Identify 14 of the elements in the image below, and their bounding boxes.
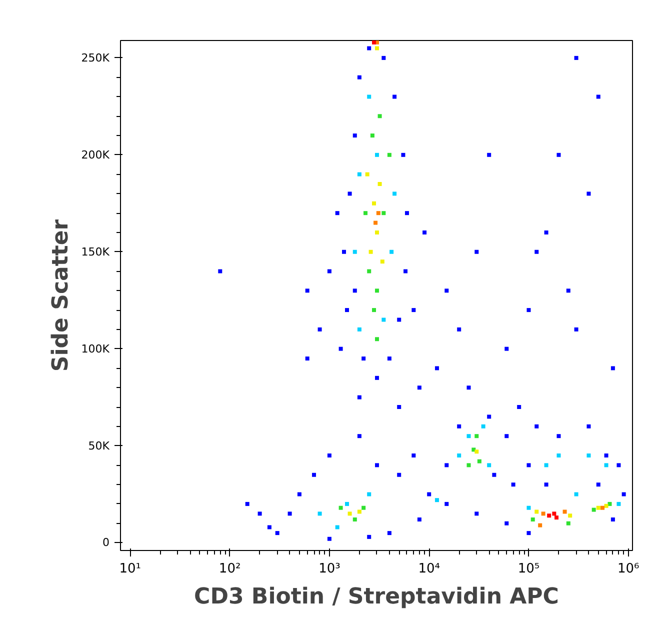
y-tick-label: 100K — [81, 342, 110, 356]
x-tick-label: 10⁴ — [418, 562, 440, 576]
x-tick-label: 10² — [218, 562, 241, 576]
y-tick-label: 0 — [102, 536, 110, 550]
x-tick-label: 10³ — [318, 562, 340, 576]
y-tick-label: 250K — [81, 51, 110, 64]
y-tick-label: 200K — [81, 148, 110, 162]
x-tick-label: 10⁵ — [518, 562, 540, 576]
y-axis-title: Side Scatter — [48, 219, 74, 372]
y-tick-label: 150K — [81, 245, 110, 258]
y-tick-label: 50K — [88, 439, 110, 452]
x-axis-title: CD3 Biotin / Streptavidin APC — [194, 584, 559, 610]
x-tick-label: 10¹ — [119, 562, 142, 576]
x-tick-label: 10⁶ — [618, 562, 640, 576]
